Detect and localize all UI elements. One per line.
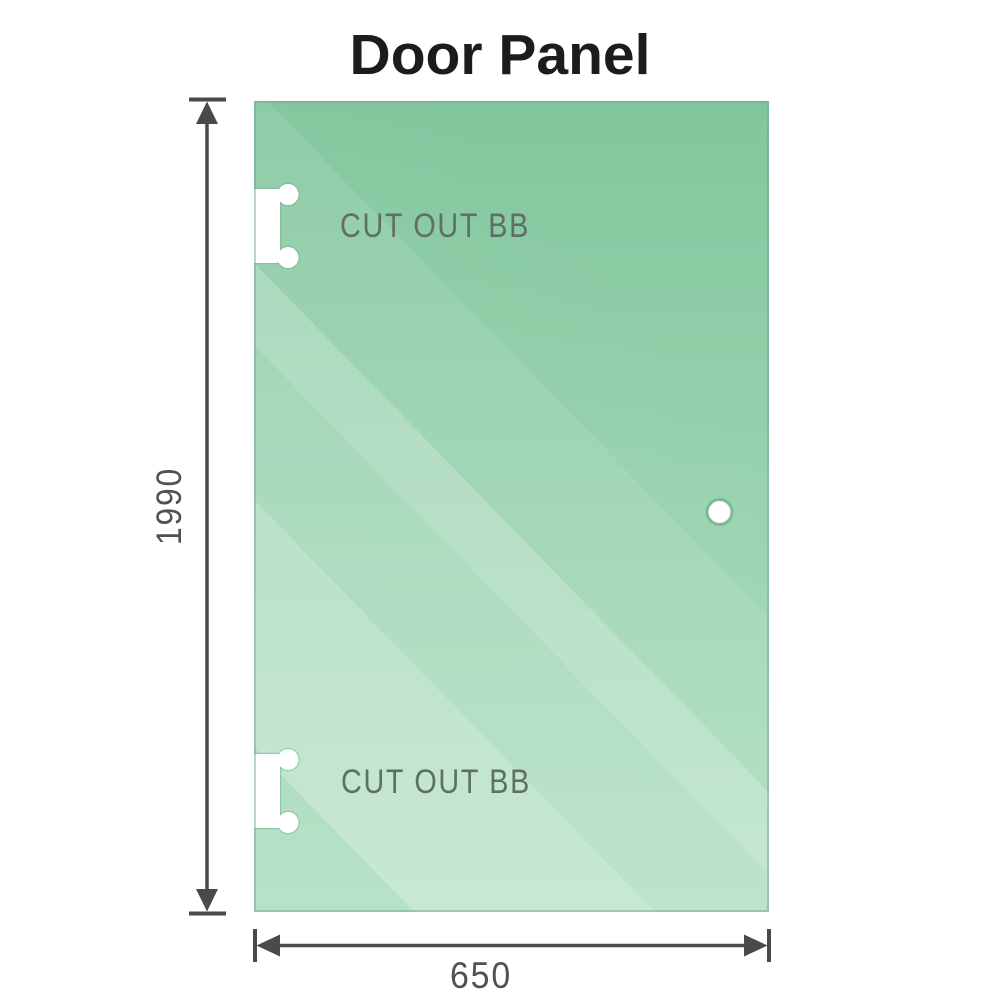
handle-hole — [705, 498, 734, 526]
glass-sheen — [254, 101, 769, 912]
arrow-down-icon — [196, 889, 218, 912]
arrow-right-icon — [744, 934, 768, 957]
page-title: Door Panel — [349, 23, 651, 87]
height-dimension-label: 1990 — [150, 467, 189, 545]
width-dimension-label: 650 — [450, 955, 512, 996]
height-dimension: 1990 — [150, 97, 226, 916]
hinge-cutout-top — [254, 182, 300, 270]
hinge-cutout-bottom — [254, 747, 300, 835]
cutout-label-bottom: CUT OUT BB — [341, 763, 531, 801]
arrow-left-icon — [256, 934, 280, 957]
width-dimension: 650 — [253, 929, 771, 996]
cutout-label-top: CUT OUT BB — [340, 207, 530, 245]
arrow-up-icon — [196, 101, 218, 124]
glass-panel-border — [254, 101, 769, 912]
